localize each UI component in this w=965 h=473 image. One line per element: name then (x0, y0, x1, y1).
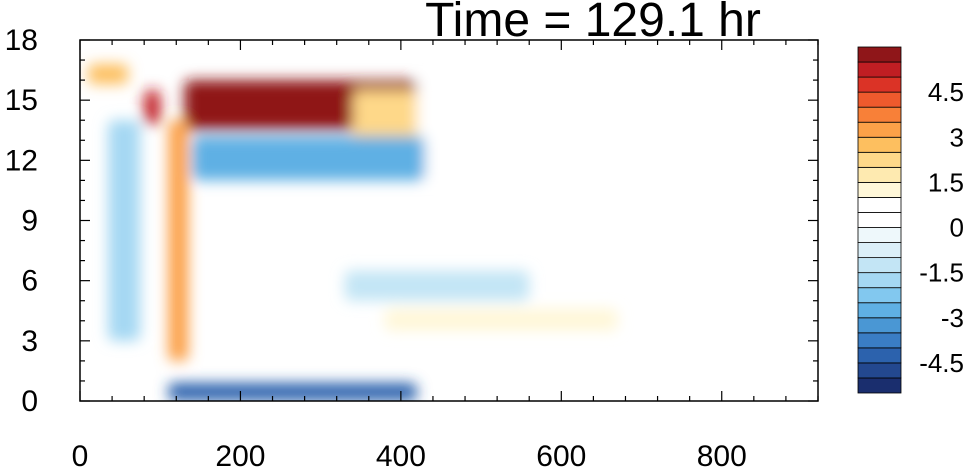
contour-field (88, 64, 802, 401)
contour-region (88, 64, 129, 85)
contour-region (168, 382, 417, 401)
colorbar: -4.5 -3 -1.5 0 1.5 3 4.5 (857, 46, 964, 394)
colorbar-swatch (857, 181, 902, 198)
y-tick-label: 18 (5, 24, 38, 57)
colorbar-swatch (857, 166, 902, 183)
colorbar-swatch (857, 242, 902, 259)
colorbar-swatch (857, 257, 902, 274)
colorbar-swatch (857, 362, 902, 379)
colorbar-swatch (857, 46, 902, 63)
contour-region (192, 136, 425, 181)
contour-region (144, 90, 161, 125)
colorbar-swatch (857, 91, 902, 108)
y-tick-label: 0 (21, 385, 38, 418)
colorbar-label: -1.5 (919, 258, 964, 288)
colorbar-swatch (857, 76, 902, 93)
y-tick-label: 6 (21, 265, 38, 298)
colorbar-swatch (857, 317, 902, 334)
chart-title: Time = 129.1 hr (425, 0, 761, 47)
colorbar-swatch (857, 197, 902, 213)
y-axis: 0 3 6 9 12 15 18 (5, 24, 818, 418)
contour-region (384, 308, 618, 331)
colorbar-label: 4.5 (928, 77, 964, 107)
x-tick-label: 400 (376, 440, 426, 473)
colorbar-swatch (857, 332, 902, 349)
y-tick-label: 9 (21, 205, 38, 238)
colorbar-swatch (857, 212, 902, 228)
colorbar-swatch (857, 302, 902, 319)
x-axis: 0 200 400 600 800 (72, 40, 819, 473)
colorbar-swatch (857, 347, 902, 364)
y-tick-label: 3 (21, 325, 38, 358)
contour-region (108, 120, 141, 341)
colorbar-swatch (857, 61, 902, 78)
contour-region (168, 120, 189, 361)
colorbar-swatch (857, 136, 902, 153)
colorbar-swatch (857, 151, 902, 168)
colorbar-swatch (857, 227, 902, 243)
contour-region (344, 270, 530, 301)
y-tick-label: 12 (5, 144, 38, 177)
colorbar-swatch (857, 121, 902, 138)
x-tick-label: 0 (72, 440, 89, 473)
x-tick-label: 600 (536, 440, 586, 473)
colorbar-label: -4.5 (919, 348, 964, 378)
colorbar-label: 1.5 (928, 167, 964, 197)
colorbar-label: 0 (950, 213, 964, 243)
colorbar-label: -3 (941, 303, 964, 333)
colorbar-label: 3 (950, 122, 964, 152)
contour-region (416, 80, 802, 181)
x-tick-label: 800 (697, 440, 747, 473)
y-tick-label: 15 (5, 84, 38, 117)
colorbar-swatch (857, 377, 902, 394)
colorbar-swatch (857, 287, 902, 304)
colorbar-swatch (857, 106, 902, 123)
x-tick-label: 200 (215, 440, 265, 473)
colorbar-swatch (857, 272, 902, 289)
